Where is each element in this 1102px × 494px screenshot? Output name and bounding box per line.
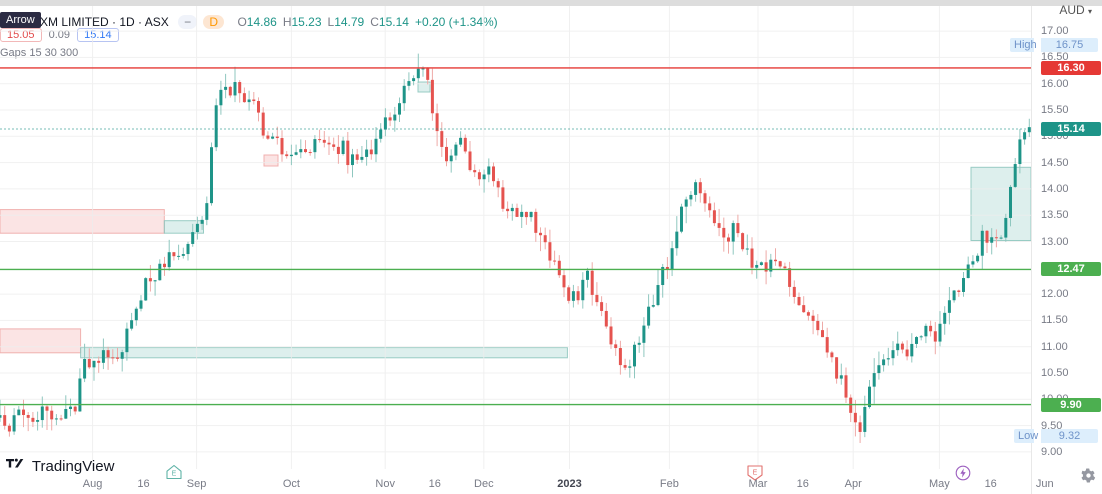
svg-text:E: E: [172, 471, 177, 478]
svg-text:E: E: [753, 470, 758, 477]
